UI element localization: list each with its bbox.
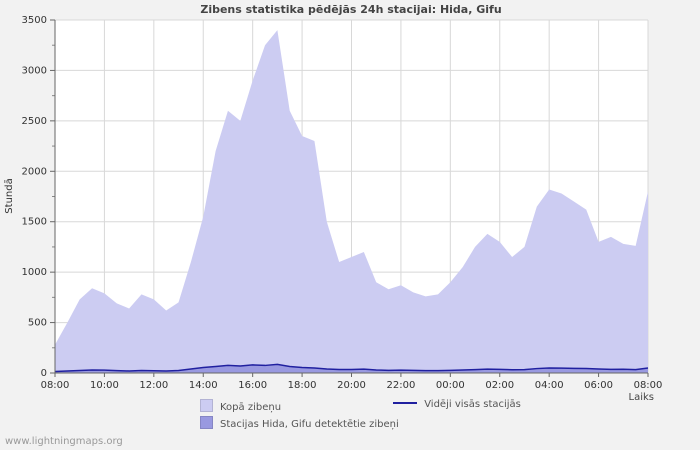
svg-text:0: 0 [41,368,47,379]
svg-text:2000: 2000 [22,166,47,177]
watermark-link[interactable]: www.lightningmaps.org [5,436,123,447]
svg-text:2500: 2500 [22,116,47,127]
average-line-swatch-icon [393,402,418,404]
legend-item-total: Kopā zibeņu [200,399,390,413]
svg-text:12:00: 12:00 [139,380,168,391]
svg-text:3500: 3500 [22,15,47,26]
svg-text:06:00: 06:00 [584,380,613,391]
legend-row-1: Kopā zibeņu Vidēji visās stacijās [200,399,521,413]
lightning-area-chart: 0 500 1000 1500 2000 2500 3000 3500 08:00 10:00 12… [4,3,663,391]
station-swatch-icon [200,416,213,429]
legend-label-total: Kopā zibeņu [220,402,282,413]
svg-text:08:00: 08:00 [634,380,663,391]
legend-label-station: Stacijas Hida, Gifu detektētie zibeņi [220,419,399,430]
legend-row-2: Stacijas Hida, Gifu detektētie zibeņi [200,416,399,430]
x-axis-label: Laiks [628,392,654,403]
svg-text:08:00: 08:00 [41,380,70,391]
svg-text:02:00: 02:00 [485,380,514,391]
svg-text:20:00: 20:00 [337,380,366,391]
legend-label-average: Vidēji visās stacijās [424,399,521,410]
svg-text:1500: 1500 [22,217,47,228]
svg-text:10:00: 10:00 [90,380,119,391]
svg-text:3000: 3000 [22,65,47,76]
svg-text:500: 500 [28,318,47,329]
svg-text:18:00: 18:00 [288,380,317,391]
svg-text:16:00: 16:00 [238,380,267,391]
svg-text:Zibens statistika pēdējās 24h: Zibens statistika pēdējās 24h stacijai: … [200,3,501,16]
total-swatch-icon [200,399,213,412]
svg-text:Stundā: Stundā [4,178,15,213]
legend-item-station: Stacijas Hida, Gifu detektētie zibeņi [200,416,399,430]
svg-text:22:00: 22:00 [387,380,416,391]
svg-text:1000: 1000 [22,267,47,278]
svg-text:00:00: 00:00 [436,380,465,391]
svg-text:04:00: 04:00 [535,380,564,391]
svg-text:14:00: 14:00 [189,380,218,391]
legend-item-average: Vidēji visās stacijās [393,399,521,410]
